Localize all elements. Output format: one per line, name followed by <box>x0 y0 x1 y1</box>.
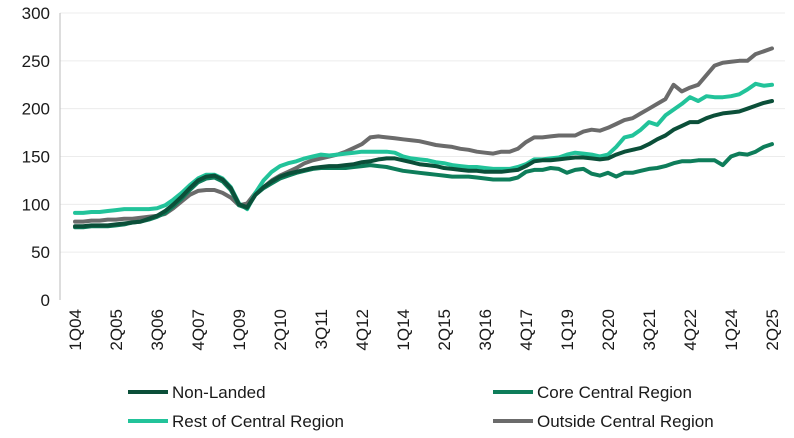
y-tick-label: 300 <box>22 4 50 23</box>
x-tick-label: 4Q17 <box>517 309 536 351</box>
x-tick-label: 1Q24 <box>722 309 741 351</box>
x-tick-label: 4Q07 <box>189 309 208 351</box>
legend-item: Rest of Central Region <box>128 412 344 431</box>
y-tick-label: 250 <box>22 52 50 71</box>
y-tick-label: 100 <box>22 195 50 214</box>
x-axis: 1Q04 2Q05 3Q06 4Q07 1Q09 2Q10 3Q11 4Q12 1Q14 2Q15… <box>66 309 782 351</box>
x-tick-label: 3Q16 <box>476 309 495 351</box>
legend-item: Non-Landed <box>128 383 266 402</box>
legend-label: Rest of Central Region <box>172 412 344 431</box>
x-tick-label: 4Q12 <box>353 309 372 351</box>
y-tick-label: 0 <box>41 291 50 310</box>
legend-item: Core Central Region <box>493 383 692 402</box>
series-lines <box>73 46 774 230</box>
x-tick-label: 2Q10 <box>271 309 290 351</box>
legend-label: Outside Central Region <box>537 412 714 431</box>
legend-label: Non-Landed <box>172 383 266 402</box>
x-tick-label: 4Q22 <box>681 309 700 351</box>
x-tick-label: 2Q25 <box>763 309 782 351</box>
x-tick-label: 3Q21 <box>640 309 659 351</box>
x-tick-label: 1Q19 <box>558 309 577 351</box>
series-line-rest-of-central-region <box>73 81 774 215</box>
x-tick-label: 2Q15 <box>435 309 454 351</box>
y-tick-label: 200 <box>22 100 50 119</box>
legend-label: Core Central Region <box>537 383 692 402</box>
legend: Non-Landed Core Central Region Rest of Cen… <box>128 383 714 431</box>
y-tick-label: 50 <box>31 243 50 262</box>
x-tick-label: 3Q11 <box>312 309 331 349</box>
x-tick-label: 1Q14 <box>394 309 413 351</box>
y-axis: 0 50 100 150 200 250 300 <box>22 4 50 310</box>
legend-item: Outside Central Region <box>493 412 714 431</box>
x-tick-label: 1Q04 <box>66 309 85 351</box>
x-tick-label: 2Q20 <box>599 309 618 351</box>
y-tick-label: 150 <box>22 148 50 167</box>
x-tick-label: 3Q06 <box>148 309 167 351</box>
series-line-outside-central-region <box>73 46 774 224</box>
gridlines <box>60 12 785 253</box>
series-line-non-landed <box>73 99 774 229</box>
x-tick-label: 2Q05 <box>107 309 126 351</box>
x-tick-label: 1Q09 <box>230 309 249 351</box>
